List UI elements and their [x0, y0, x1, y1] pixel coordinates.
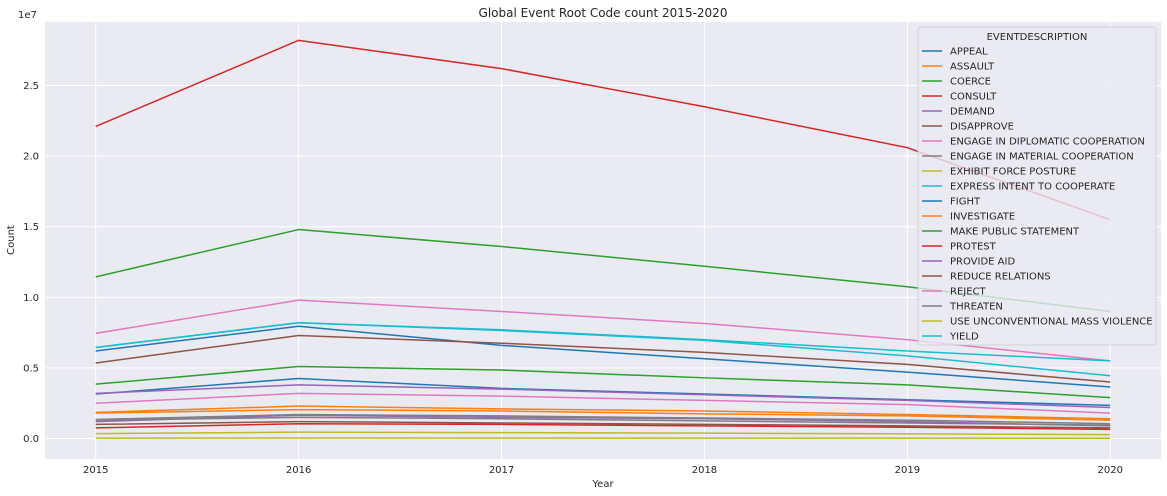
- series-line: [95, 321, 1111, 362]
- y-tick-label: 2.5: [23, 81, 39, 92]
- y-tick-label: 1.5: [23, 222, 39, 233]
- series-line: [95, 413, 1111, 425]
- legend-title: EVENTDESCRIPTION: [987, 32, 1088, 43]
- x-tick-label: 2020: [1098, 465, 1123, 476]
- series-line: [95, 384, 1111, 409]
- series-line: [95, 392, 1111, 414]
- legend-label: APPEAL: [950, 47, 988, 58]
- chart-title: Global Event Root Code count 2015-2020: [479, 6, 728, 20]
- series-line: [95, 334, 1111, 383]
- legend-label: REJECT: [950, 287, 987, 298]
- x-tick-label: 2019: [895, 465, 920, 476]
- y-axis-offset-label: 1e7: [18, 10, 37, 21]
- legend-label: YIELD: [949, 332, 979, 343]
- legend-label: USE UNCONVENTIONAL MASS VIOLENCE: [950, 317, 1153, 328]
- y-axis-label: Count: [6, 225, 17, 255]
- x-axis-ticks: 2015 2016 2017 2018 2019 2020: [83, 465, 1123, 476]
- series-line: [95, 416, 1111, 426]
- legend-box: [917, 26, 1157, 346]
- legend-label: CONSULT: [950, 92, 997, 103]
- series-line: [95, 431, 1111, 436]
- series-line: [95, 365, 1111, 399]
- legend-label: ASSAULT: [950, 62, 995, 73]
- legend-label: EXHIBIT FORCE POSTURE: [950, 167, 1076, 178]
- legend-label: PROTEST: [950, 242, 997, 253]
- legend-label: FIGHT: [950, 197, 981, 208]
- y-tick-label: 0.0: [23, 434, 39, 445]
- legend-label: INVESTIGATE: [950, 212, 1015, 223]
- legend-label: EXPRESS INTENT TO COOPERATE: [950, 182, 1115, 193]
- legend-label: THREATEN: [949, 302, 1003, 313]
- y-tick-label: 1.0: [23, 293, 39, 304]
- y-axis-ticks: 0.0 0.5 1.0 1.5 2.0 2.5: [23, 81, 39, 445]
- series-line: [95, 405, 1111, 420]
- legend-label: ENGAGE IN MATERIAL COOPERATION: [950, 152, 1134, 163]
- legend-items: APPEAL ASSAULT COERCE CONSULT DEMAND DISAPPRO…: [922, 47, 1153, 343]
- x-axis-label: Year: [591, 479, 614, 490]
- legend-label: DISAPPROVE: [950, 122, 1014, 133]
- legend-label: REDUCE RELATIONS: [950, 272, 1051, 283]
- x-tick-label: 2016: [286, 465, 311, 476]
- series-line: [95, 408, 1111, 421]
- legend-label: MAKE PUBLIC STATEMENT: [950, 227, 1080, 238]
- legend-label: COERCE: [950, 77, 991, 88]
- y-tick-label: 2.0: [23, 152, 39, 163]
- y-tick-label: 0.5: [23, 363, 39, 374]
- series-line: [95, 414, 1111, 427]
- series-line: [95, 325, 1111, 388]
- legend-label: PROVIDE AID: [950, 257, 1015, 268]
- legend-label: ENGAGE IN DIPLOMATIC COOPERATION: [950, 137, 1145, 148]
- series-line: [95, 420, 1111, 429]
- x-tick-label: 2018: [692, 465, 717, 476]
- x-tick-label: 2015: [83, 465, 108, 476]
- legend-label: DEMAND: [950, 107, 995, 118]
- x-tick-label: 2017: [489, 465, 514, 476]
- legend: EVENTDESCRIPTION APPEAL ASSAULT COERCE CONS…: [917, 26, 1157, 346]
- series-line: [95, 422, 1111, 431]
